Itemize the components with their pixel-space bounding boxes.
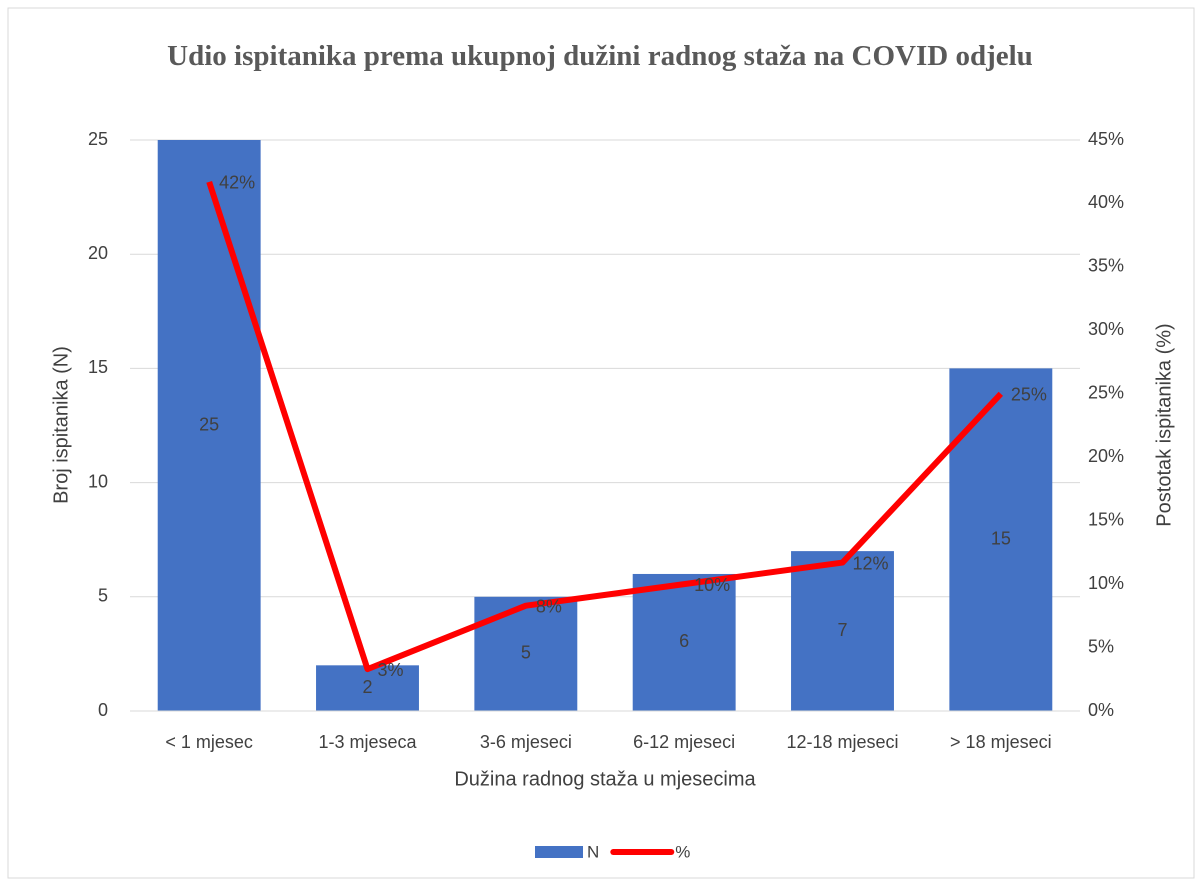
bar-value-label: 25	[199, 414, 219, 434]
line-value-label: 12%	[853, 553, 889, 573]
bar-value-label: 15	[991, 528, 1011, 548]
bar	[157, 140, 261, 711]
x-tick-label: 3-6 mjeseci	[480, 732, 572, 752]
y2-tick-label: 5%	[1088, 636, 1114, 656]
chart-title: Udio ispitanika prema ukupnoj dužini rad…	[167, 40, 1033, 72]
chart-frame	[7, 7, 1195, 879]
x-tick-label: 6-12 mjeseci	[633, 732, 735, 752]
y-tick-label: 20	[88, 243, 108, 263]
bar-value-label: 2	[362, 677, 372, 697]
y-axis-label: Broj ispitanika (N)	[50, 346, 72, 504]
y2-tick-label: 15%	[1088, 509, 1124, 529]
line-value-label: 42%	[219, 173, 255, 193]
y-tick-label: 25	[88, 129, 108, 149]
y2-tick-label: 10%	[1088, 573, 1124, 593]
line	[206, 180, 1004, 673]
line-value-label: 10%	[694, 575, 730, 595]
y2-tick-label: 45%	[1088, 129, 1124, 149]
y-tick-label: 10	[88, 471, 108, 491]
y-tick-label: 15	[88, 357, 108, 377]
y2-tick-label: 20%	[1088, 446, 1124, 466]
bar-value-label: 6	[679, 631, 689, 651]
x-tick-label: < 1 mjesec	[165, 732, 253, 752]
bar-value-label: 7	[837, 620, 847, 640]
legend-swatch	[535, 846, 583, 858]
x-axis-label: Dužina radnog staža u mjesecima	[454, 768, 756, 790]
bar-value-label: 5	[521, 643, 531, 663]
legend-label: %	[675, 842, 690, 861]
bar	[949, 368, 1053, 711]
x-tick-label: > 18 mjeseci	[950, 732, 1052, 752]
bar	[791, 551, 894, 711]
y2-tick-label: 0%	[1088, 700, 1114, 720]
x-tick-label: 1-3 mjeseca	[318, 732, 417, 752]
y2-tick-label: 25%	[1088, 383, 1124, 403]
y-tick-label: 5	[98, 586, 108, 606]
x-tick-label: 12-18 mjeseci	[786, 732, 898, 752]
line-value-label: 25%	[1011, 385, 1047, 405]
y-tick-label: 0	[98, 700, 108, 720]
y2-tick-label: 35%	[1088, 256, 1124, 276]
y2-axis-label: Postotak ispitanika (%)	[1153, 323, 1175, 526]
y2-tick-label: 40%	[1088, 192, 1124, 212]
legend-label: N	[587, 842, 599, 861]
bar	[316, 665, 419, 711]
line-value-label: 3%	[378, 660, 404, 680]
y2-tick-label: 30%	[1088, 319, 1124, 339]
line-value-label: 8%	[536, 596, 562, 616]
bar	[474, 596, 578, 711]
bar	[632, 573, 736, 711]
